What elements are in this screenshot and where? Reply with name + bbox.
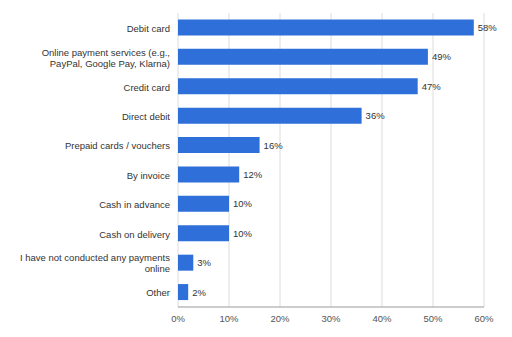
svg-text:20%: 20% <box>270 313 290 324</box>
svg-text:30%: 30% <box>321 313 341 324</box>
svg-text:Debit card: Debit card <box>127 22 170 33</box>
svg-text:0%: 0% <box>171 313 185 324</box>
svg-text:10%: 10% <box>233 228 253 239</box>
svg-text:By invoice: By invoice <box>127 169 170 180</box>
svg-text:Cash in advance: Cash in advance <box>99 199 170 210</box>
svg-text:Direct debit: Direct debit <box>122 110 170 121</box>
svg-text:Other: Other <box>146 287 170 298</box>
svg-text:16%: 16% <box>264 140 284 151</box>
svg-text:10%: 10% <box>219 313 239 324</box>
svg-text:47%: 47% <box>422 81 442 92</box>
svg-text:58%: 58% <box>478 22 498 33</box>
svg-text:Prepaid cards / vouchers: Prepaid cards / vouchers <box>65 140 170 151</box>
svg-text:60%: 60% <box>474 313 494 324</box>
svg-text:2%: 2% <box>192 287 206 298</box>
svg-text:Online payment services (e.g.,: Online payment services (e.g.,PayPal, Go… <box>42 46 170 68</box>
svg-text:12%: 12% <box>243 169 263 180</box>
svg-text:I have not conducted any payme: I have not conducted any paymentsonline <box>20 252 170 274</box>
svg-text:40%: 40% <box>372 313 392 324</box>
svg-text:10%: 10% <box>233 198 253 209</box>
svg-text:Credit card: Credit card <box>124 81 170 92</box>
svg-text:3%: 3% <box>197 257 211 268</box>
svg-text:Cash on delivery: Cash on delivery <box>99 228 170 239</box>
svg-text:36%: 36% <box>366 110 386 121</box>
svg-text:50%: 50% <box>423 313 443 324</box>
svg-text:49%: 49% <box>432 51 452 62</box>
